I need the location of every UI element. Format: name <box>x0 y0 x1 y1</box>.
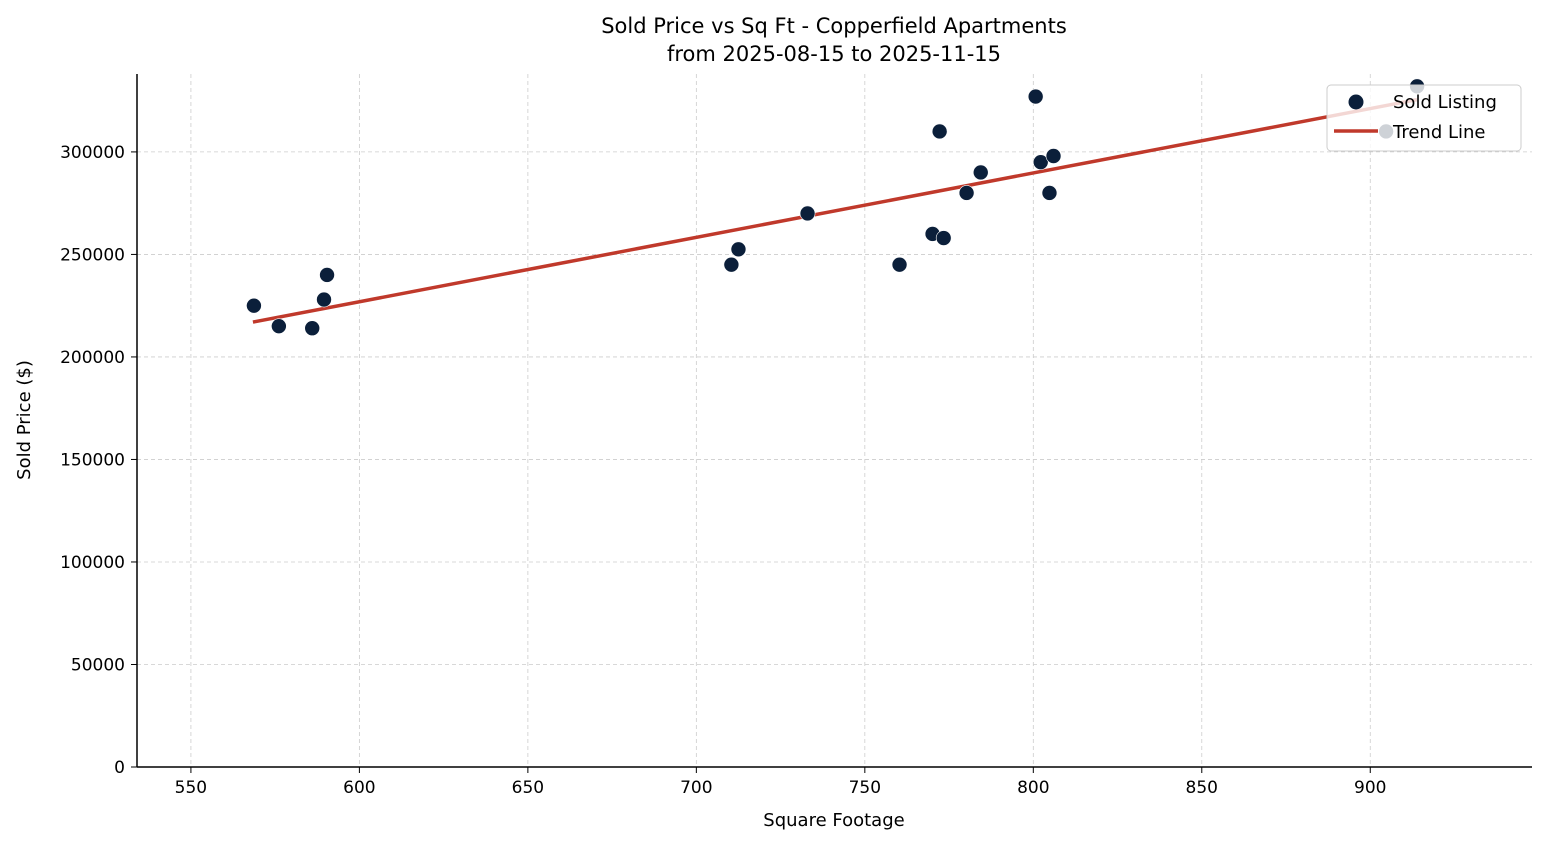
data-point <box>972 164 989 181</box>
data-point <box>958 185 975 201</box>
data-point <box>319 267 335 283</box>
legend: Sold Listing Trend Line <box>1326 84 1522 152</box>
x-tick-label: 850 <box>1186 778 1218 798</box>
x-tick-label: 750 <box>849 778 881 798</box>
trend-line-layer <box>252 97 1418 324</box>
trend-line <box>252 97 1418 324</box>
data-point <box>730 241 747 258</box>
data-point <box>1045 148 1062 164</box>
y-axis-label: Sold Price ($) <box>14 360 35 480</box>
points-layer <box>246 78 1425 337</box>
x-tick-label: 800 <box>1017 778 1049 798</box>
x-tick-label: 700 <box>680 778 712 798</box>
y-tick-label: 250000 <box>60 245 125 265</box>
x-axis-label: Square Footage <box>763 810 904 831</box>
x-tick-label: 600 <box>343 778 375 798</box>
chart-title: Sold Price vs Sq Ft - Copperfield Apartm… <box>601 14 1067 38</box>
legend-label-sold-listing: Sold Listing <box>1393 92 1497 113</box>
x-tick-label: 900 <box>1354 778 1386 798</box>
y-tick-label: 100000 <box>60 553 125 573</box>
data-point <box>891 256 908 273</box>
grid <box>137 74 1532 767</box>
data-point <box>271 318 287 334</box>
chart-subtitle: from 2025-08-15 to 2025-11-15 <box>667 42 1001 66</box>
data-point <box>935 230 952 246</box>
y-tick-label: 150000 <box>60 450 125 470</box>
data-point <box>723 256 740 273</box>
y-tick-label: 50000 <box>71 655 125 675</box>
legend-label-trend-line: Trend Line <box>1392 122 1486 143</box>
data-point <box>1027 88 1044 105</box>
data-point <box>1032 154 1049 170</box>
legend-marker-sold-listing <box>1348 94 1364 110</box>
y-tick-label: 200000 <box>60 348 125 368</box>
x-tick-label: 550 <box>175 778 207 798</box>
data-point <box>316 291 332 308</box>
data-point <box>304 320 321 337</box>
axes: 550 600 650 700 750 800 850 900 0 50000 100000 1500… <box>60 74 1532 798</box>
data-point <box>799 205 816 222</box>
x-tick-label: 650 <box>512 778 544 798</box>
data-point <box>931 123 948 140</box>
data-point <box>246 297 262 314</box>
data-point <box>1041 185 1058 201</box>
legend-box <box>1326 84 1522 152</box>
y-tick-label: 0 <box>114 758 125 778</box>
y-tick-label: 300000 <box>60 143 125 163</box>
